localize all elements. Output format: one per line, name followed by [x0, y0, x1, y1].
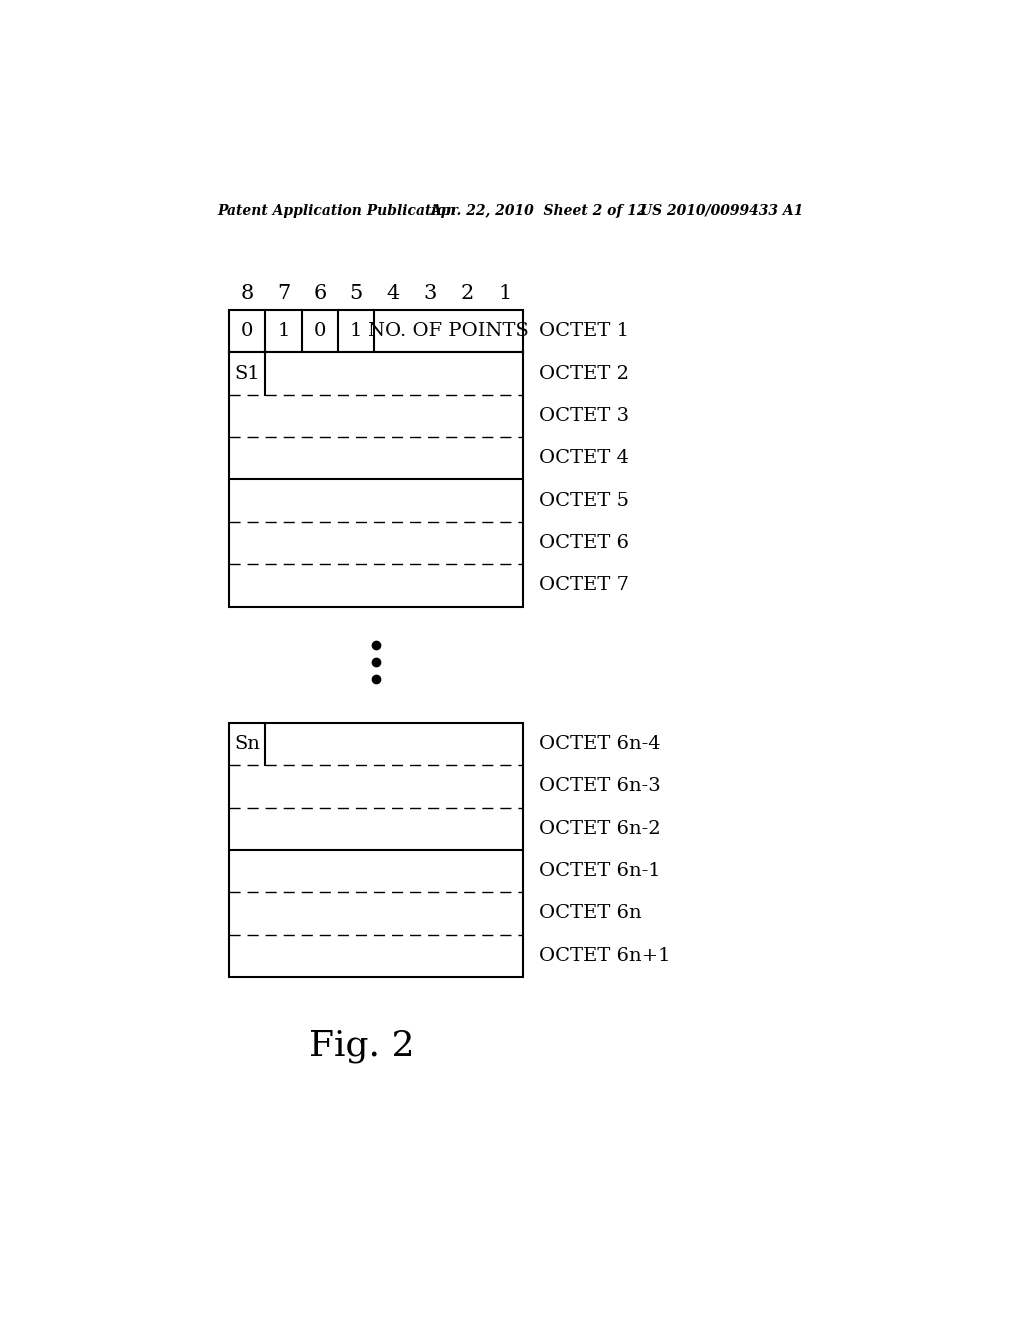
Text: NO. OF POINTS: NO. OF POINTS [369, 322, 529, 341]
Text: 4: 4 [386, 284, 399, 304]
Text: OCTET 6n+1: OCTET 6n+1 [539, 946, 671, 965]
Text: OCTET 6n-2: OCTET 6n-2 [539, 820, 660, 838]
Text: OCTET 2: OCTET 2 [539, 364, 629, 383]
Text: OCTET 6n-1: OCTET 6n-1 [539, 862, 660, 880]
Text: 3: 3 [424, 284, 437, 304]
Text: Sn: Sn [234, 735, 260, 752]
Text: OCTET 1: OCTET 1 [539, 322, 629, 341]
Text: 2: 2 [461, 284, 474, 304]
Text: 5: 5 [349, 284, 362, 304]
Text: OCTET 6n: OCTET 6n [539, 904, 641, 923]
Text: 1: 1 [278, 322, 290, 341]
Text: 8: 8 [241, 284, 254, 304]
Text: Fig. 2: Fig. 2 [308, 1030, 414, 1063]
Text: OCTET 7: OCTET 7 [539, 577, 629, 594]
Text: 1: 1 [350, 322, 362, 341]
Text: 6: 6 [313, 284, 327, 304]
Text: OCTET 3: OCTET 3 [539, 407, 629, 425]
Text: OCTET 6n-4: OCTET 6n-4 [539, 735, 660, 752]
Text: US 2010/0099433 A1: US 2010/0099433 A1 [640, 203, 803, 218]
Text: OCTET 5: OCTET 5 [539, 491, 629, 510]
Text: Patent Application Publication: Patent Application Publication [217, 203, 456, 218]
Text: 1: 1 [498, 284, 511, 304]
Text: 0: 0 [313, 322, 326, 341]
Bar [228, 723, 523, 977]
Text: Apr. 22, 2010  Sheet 2 of 12: Apr. 22, 2010 Sheet 2 of 12 [430, 203, 647, 218]
Text: S1: S1 [234, 364, 260, 383]
Text: OCTET 6n-3: OCTET 6n-3 [539, 777, 660, 796]
Text: OCTET 6: OCTET 6 [539, 535, 629, 552]
Text: 0: 0 [241, 322, 253, 341]
Bar [228, 310, 523, 352]
Text: 7: 7 [276, 284, 290, 304]
Text: OCTET 4: OCTET 4 [539, 449, 629, 467]
Bar [228, 352, 523, 607]
